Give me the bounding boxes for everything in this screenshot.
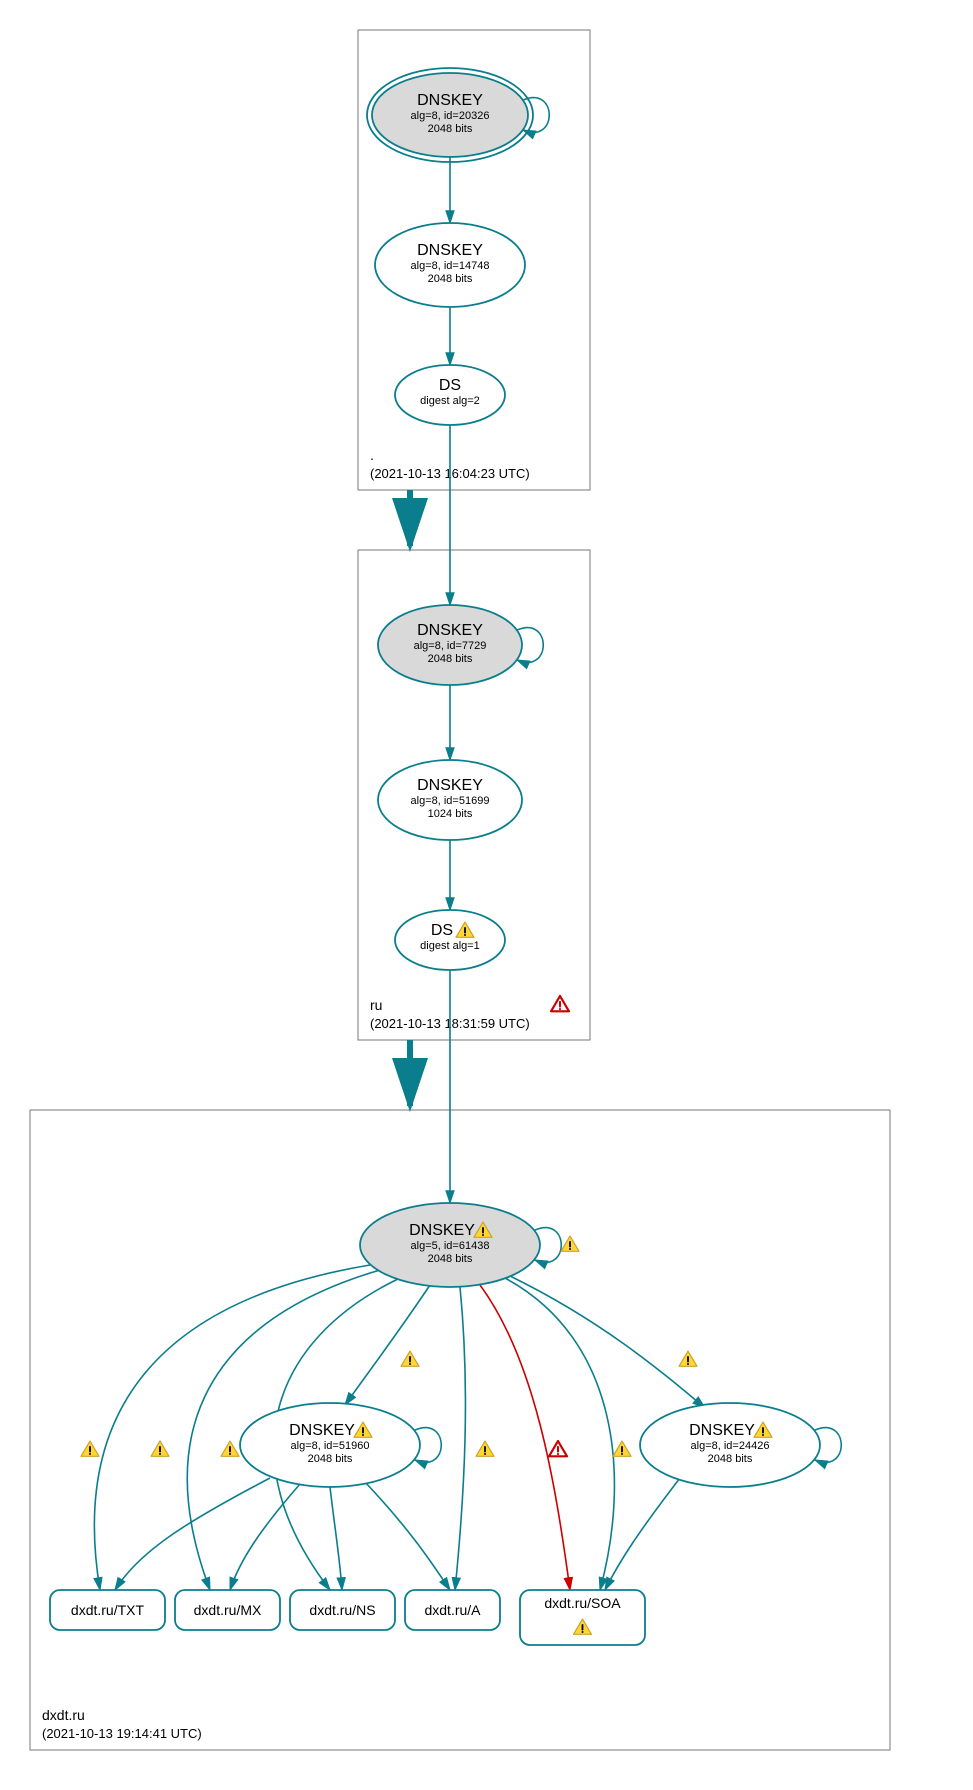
node-title: DNSKEY [409,1222,475,1239]
node-sub1: alg=8, id=24426 [691,1440,770,1452]
node-sub1: alg=8, id=51699 [411,795,490,807]
node-title: DNSKEY [417,622,483,639]
zone-label: ru [370,997,382,1013]
node-sub2: 2048 bits [708,1453,753,1465]
zone-label: dxdt.ru [42,1707,85,1723]
node-sub1: digest alg=2 [420,395,480,407]
node-ru-ds: DSdigest alg=1 [395,910,505,970]
node-sub1: digest alg=1 [420,940,480,952]
dnssec-diagram: .(2021-10-13 16:04:23 UTC)ru(2021-10-13 … [10,10,973,1780]
node-title: DNSKEY [417,777,483,794]
node-sub2: 1024 bits [428,808,473,820]
rr-label: dxdt.ru/NS [309,1602,375,1618]
node-sub2: 2048 bits [428,653,473,665]
rr-label: dxdt.ru/MX [194,1602,262,1618]
node-sub2: 2048 bits [428,1253,473,1265]
node-rr-ns: dxdt.ru/NS [290,1590,395,1630]
node-sub1: alg=5, id=61438 [411,1240,490,1252]
node-sub2: 2048 bits [308,1453,353,1465]
node-title: DS [439,377,461,394]
zone-timestamp: (2021-10-13 19:14:41 UTC) [42,1726,202,1741]
node-root-zsk: DNSKEYalg=8, id=147482048 bits [375,223,525,307]
node-sub1: alg=8, id=7729 [414,640,487,652]
node-sub1: alg=8, id=14748 [411,260,490,272]
node-title: DNSKEY [417,92,483,109]
node-title: DS [431,922,453,939]
rr-label: dxdt.ru/A [424,1602,481,1618]
rr-label: dxdt.ru/TXT [71,1602,145,1618]
node-sub2: 2048 bits [428,273,473,285]
node-title: DNSKEY [289,1422,355,1439]
node-sub2: 2048 bits [428,123,473,135]
rr-label: dxdt.ru/SOA [544,1595,621,1611]
node-rr-a: dxdt.ru/A [405,1590,500,1630]
zone-label: . [370,447,374,463]
node-rr-soa: dxdt.ru/SOA [520,1590,645,1645]
node-rr-txt: dxdt.ru/TXT [50,1590,165,1630]
node-ru-zsk: DNSKEYalg=8, id=516991024 bits [378,760,522,840]
node-title: DNSKEY [417,242,483,259]
node-root-ds: DSdigest alg=2 [395,365,505,425]
node-title: DNSKEY [689,1422,755,1439]
node-sub1: alg=8, id=51960 [291,1440,370,1452]
node-sub1: alg=8, id=20326 [411,110,490,122]
node-rr-mx: dxdt.ru/MX [175,1590,280,1630]
